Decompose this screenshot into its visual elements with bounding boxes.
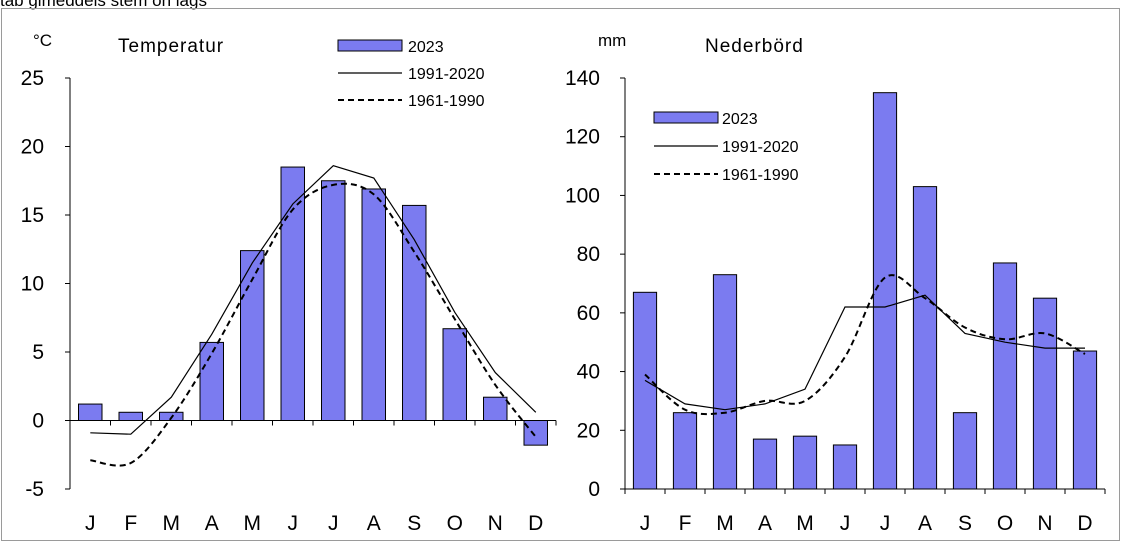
bar-2023 [1032, 297, 1058, 490]
x-tick-label: S [407, 512, 421, 535]
bar-2023 [361, 188, 386, 421]
x-tick-label: D [528, 512, 543, 535]
y-tick-label: 25 [21, 67, 44, 90]
precipitation-chart: mm Nederbörd 0 20 40 60 80 100 120 140 J F M A M J J A S O N… [565, 31, 1106, 535]
y-tick-label: 15 [21, 204, 44, 227]
bar-2023 [199, 341, 224, 421]
x-tick-label: A [758, 512, 772, 535]
series-line-1961-1990 [90, 182, 537, 467]
bar-2023 [752, 438, 778, 490]
y-tick-label: -5 [25, 478, 44, 501]
series-line-1961-1990 [644, 274, 1086, 416]
y-tick-label: 20 [21, 136, 44, 159]
y-tick-label: 40 [577, 361, 600, 384]
x-tick-label: M [244, 512, 262, 535]
x-tick-label: N [1037, 512, 1052, 535]
y-tick-label: 10 [21, 273, 44, 296]
bar-2023 [792, 435, 818, 490]
y-axis-unit: °C [33, 31, 52, 50]
y-tick-label: 140 [565, 67, 600, 90]
bar-2023 [483, 396, 508, 421]
bar-2023 [442, 328, 467, 421]
x-tick-label: J [328, 512, 339, 535]
x-tick-label: J [85, 512, 96, 535]
bar-2023 [1072, 350, 1098, 490]
x-tick-label: S [958, 512, 972, 535]
bar-2023 [832, 444, 858, 490]
legend-label: 2023 [722, 111, 758, 128]
bar-2023 [952, 412, 978, 490]
x-tick-label: F [679, 512, 692, 535]
temperature-chart: °C Temperatur -5 0 5 10 15 20 25 J F M A M J J A S O N D 2023… [21, 31, 557, 535]
y-tick-label: 0 [32, 410, 44, 433]
legend-label: 1961-1990 [722, 167, 799, 184]
figure-frame [1, 8, 1120, 541]
x-tick-label: F [124, 512, 137, 535]
legend-swatch-bar [337, 39, 403, 52]
bar-2023 [321, 180, 346, 421]
x-tick-label: A [205, 512, 219, 535]
bar-2023 [912, 186, 938, 490]
legend-label: 2023 [408, 39, 444, 56]
legend-label: 1991-2020 [722, 139, 799, 156]
y-tick-label: 60 [577, 302, 600, 325]
x-tick-label: D [1077, 512, 1092, 535]
bar-2023 [632, 291, 658, 490]
y-tick-label: 120 [565, 126, 600, 149]
bar-2023 [523, 420, 548, 446]
y-tick-label: 5 [32, 341, 44, 364]
y-tick-label: 100 [565, 184, 600, 207]
chart-title: Temperatur [118, 36, 224, 57]
legend-swatch-bar [653, 111, 719, 124]
series-line-1991-2020 [90, 165, 537, 435]
bar-2023 [240, 250, 265, 421]
x-tick-label: J [840, 512, 851, 535]
chart-title: Nederbörd [705, 36, 804, 57]
x-tick-label: A [918, 512, 932, 535]
series-line-1991-2020 [644, 294, 1085, 411]
bar-2023 [992, 262, 1018, 490]
bar-2023 [402, 204, 427, 421]
bar-2023 [672, 412, 698, 490]
x-tick-label: J [880, 512, 891, 535]
bar-2023 [78, 403, 103, 421]
bar-2023 [712, 274, 738, 490]
x-tick-label: J [288, 512, 299, 535]
bar-2023 [872, 92, 898, 490]
y-tick-label: 0 [588, 478, 600, 501]
bar-2023 [118, 411, 143, 421]
legend-label: 1961-1990 [408, 93, 485, 110]
x-tick-label: M [716, 512, 734, 535]
x-tick-label: N [488, 512, 503, 535]
x-tick-label: O [447, 512, 463, 535]
x-tick-label: O [997, 512, 1013, 535]
legend-label: 1991-2020 [408, 66, 485, 83]
y-tick-label: 20 [577, 419, 600, 442]
caption-fragment: tab gimeddels stem on lags [0, 0, 207, 10]
x-tick-label: M [163, 512, 181, 535]
y-tick-label: 80 [577, 243, 600, 266]
x-tick-label: M [796, 512, 814, 535]
x-tick-label: A [367, 512, 381, 535]
y-axis-unit: mm [598, 31, 626, 50]
x-tick-label: J [640, 512, 651, 535]
